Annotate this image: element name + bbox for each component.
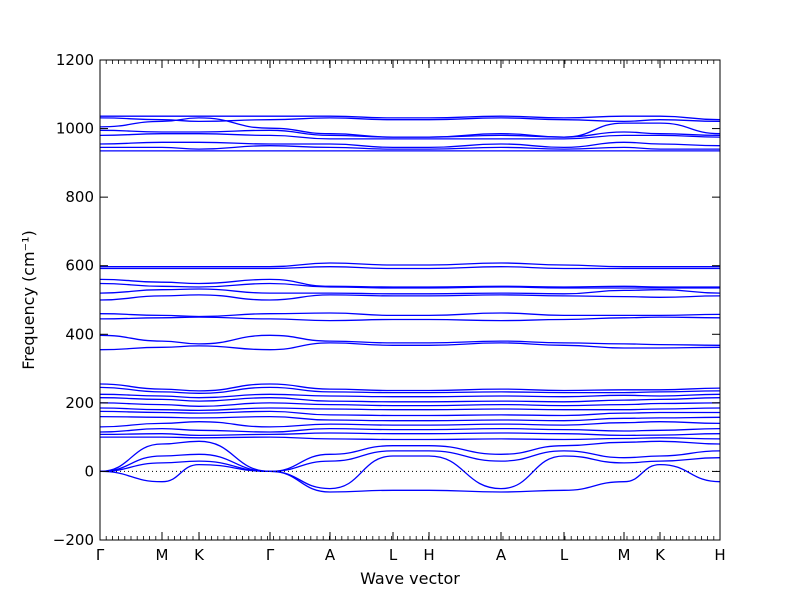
- x-tick-label-11: H: [714, 546, 725, 564]
- y-tick-label-5: 800: [65, 188, 94, 206]
- band-line-7: [100, 145, 720, 150]
- y-tick-label-0: −200: [53, 531, 94, 549]
- band-line-13: [100, 288, 720, 295]
- x-tick-label-10: K: [655, 546, 666, 564]
- band-line-22: [100, 397, 720, 403]
- band-line-28: [100, 427, 720, 433]
- band-line-17: [100, 334, 720, 346]
- band-line-30: [100, 436, 720, 441]
- band-line-34: [100, 463, 720, 493]
- x-tick-label-6: H: [423, 546, 434, 564]
- band-line-2: [100, 117, 720, 123]
- band-line-16: [100, 316, 720, 322]
- x-tick-label-5: L: [389, 546, 398, 564]
- plot-frame: [99, 59, 721, 541]
- x-tick-label-2: K: [194, 546, 205, 564]
- x-tick-label-0: Γ: [96, 546, 105, 564]
- y-tick-label-2: 200: [65, 394, 94, 412]
- x-tick-label-8: L: [560, 546, 569, 564]
- band-line-24: [100, 407, 720, 412]
- y-tick-label-3: 400: [65, 325, 94, 343]
- band-line-18: [100, 342, 720, 351]
- x-tick-label-4: A: [325, 546, 336, 564]
- y-tick-label-4: 600: [65, 257, 94, 275]
- x-tick-label-7: A: [496, 546, 507, 564]
- x-tick-label-9: M: [618, 546, 631, 564]
- band-line-32: [100, 450, 720, 473]
- y-tick-label-7: 1200: [56, 51, 94, 69]
- band-line-11: [100, 278, 720, 288]
- band-line-4: [100, 129, 720, 138]
- x-tick-label-3: Γ: [266, 546, 275, 564]
- band-line-21: [100, 393, 720, 399]
- band-line-20: [100, 386, 720, 394]
- band-line-29: [100, 432, 720, 437]
- band-line-5: [100, 133, 720, 140]
- band-line-31: [100, 440, 720, 473]
- band-line-25: [100, 410, 720, 417]
- y-tick-labels: −200 0 200 400 600 800 1000 1200: [53, 51, 94, 549]
- band-line-19: [100, 383, 720, 392]
- band-line-1: [100, 115, 720, 121]
- band-line-9: [100, 262, 720, 268]
- band-line-23: [100, 402, 720, 407]
- x-tick-label-1: M: [156, 546, 169, 564]
- x-axis-label: Wave vector: [360, 569, 460, 588]
- band-line-27: [100, 421, 720, 428]
- y-tick-label-6: 1000: [56, 120, 94, 138]
- band-line-12: [100, 282, 720, 289]
- band-lines: [100, 115, 720, 493]
- band-line-33: [100, 455, 720, 490]
- band-line-6: [100, 141, 720, 149]
- y-tick-label-1: 0: [84, 462, 94, 480]
- y-axis-label: Frequency (cm⁻¹): [19, 230, 38, 369]
- band-line-14: [100, 294, 720, 301]
- band-line-26: [100, 415, 720, 422]
- band-line-10: [100, 266, 720, 270]
